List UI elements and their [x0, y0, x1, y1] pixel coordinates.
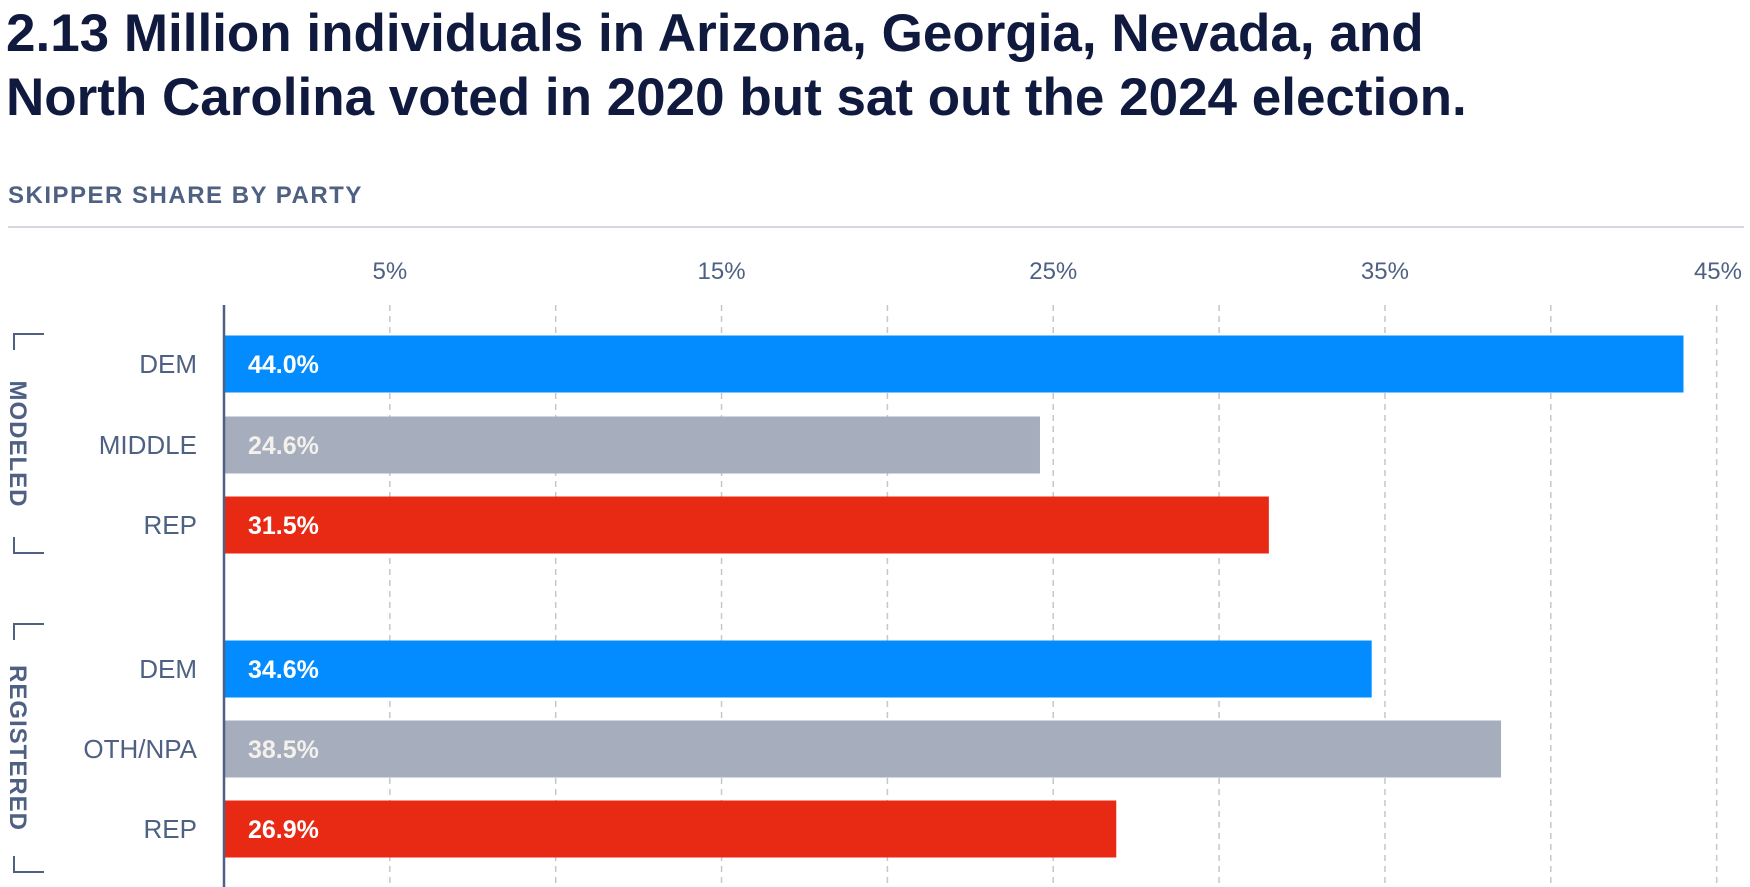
group-bracket-top	[13, 623, 44, 640]
category-label: MIDDLE	[99, 430, 197, 460]
category-label: DEM	[139, 654, 197, 684]
x-tick-label: 15%	[698, 258, 746, 285]
x-tick-label: 25%	[1029, 258, 1077, 285]
bar-modeled-dem	[224, 335, 1684, 393]
chart-title-line-2: North Carolina voted in 2020 but sat out…	[6, 68, 1467, 127]
bar-modeled-rep	[224, 496, 1269, 554]
value-label: 31.5%	[248, 512, 319, 540]
chart-title: 2.13 Million individuals in Arizona, Geo…	[6, 2, 1706, 130]
chart-subtitle: SKIPPER SHARE BY PARTY	[8, 182, 363, 209]
x-tick-label: 45%	[1694, 258, 1742, 285]
category-label: REP	[144, 510, 197, 540]
value-label: 38.5%	[248, 736, 319, 764]
value-label: 26.9%	[248, 816, 319, 844]
group-bracket-bottom	[13, 856, 44, 873]
category-label: DEM	[139, 349, 197, 379]
bar-registered-othnpa	[224, 720, 1502, 778]
bar-registered-rep	[224, 800, 1117, 858]
group-label: REGISTERED	[4, 665, 31, 831]
chart-title-line-1: 2.13 Million individuals in Arizona, Geo…	[6, 4, 1424, 63]
bar-registered-dem	[224, 640, 1372, 698]
value-label: 44.0%	[248, 351, 319, 379]
group-bracket-top	[13, 333, 44, 350]
value-label: 34.6%	[248, 656, 319, 684]
group-label: MODELED	[4, 381, 31, 508]
x-tick-label: 5%	[373, 258, 408, 285]
group-bracket-bottom	[13, 537, 44, 554]
bar-modeled-middle	[224, 416, 1040, 474]
category-label: REP	[144, 814, 197, 844]
x-tick-label: 35%	[1361, 258, 1409, 285]
header-divider	[8, 226, 1744, 228]
category-label: OTH/NPA	[83, 734, 197, 764]
value-label: 24.6%	[248, 432, 319, 460]
